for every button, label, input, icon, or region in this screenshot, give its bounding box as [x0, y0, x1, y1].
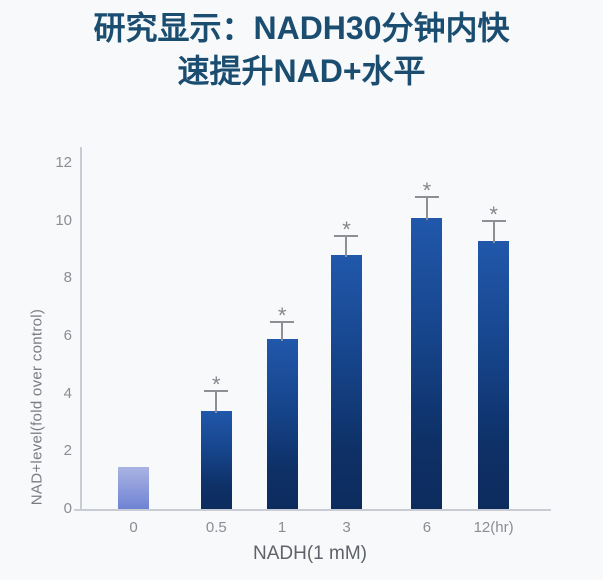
- error-bar-cap: [481, 220, 506, 223]
- error-bar-cap: [270, 321, 295, 324]
- x-axis-label: NADH(1 mM): [253, 543, 367, 564]
- x-tick-label: 6: [422, 519, 432, 536]
- significance-asterisk: *: [212, 372, 221, 398]
- y-tick-label: 6: [63, 327, 72, 344]
- error-bar-stem: [492, 222, 495, 243]
- error-bar-cap: [334, 234, 359, 237]
- y-tick-label: 4: [63, 384, 72, 402]
- y-tick-label: 2: [63, 442, 72, 460]
- chart-title-line2: 速提升NAD+水平: [177, 53, 426, 89]
- error-bar-stem: [425, 197, 428, 220]
- x-tick-label: 1: [277, 519, 287, 536]
- error-bar-cap: [414, 195, 439, 198]
- x-tick-label: 0.5: [205, 519, 227, 536]
- significance-asterisk: *: [422, 177, 432, 203]
- bar-6: [411, 217, 443, 509]
- y-tick-label: 10: [55, 211, 72, 229]
- significance-asterisk: *: [277, 303, 287, 329]
- error-bar-stem: [215, 392, 218, 413]
- y-tick-label: 8: [63, 269, 72, 287]
- error-bar-stem: [281, 323, 284, 341]
- chart-title-line1: 研究显示：NADH30分钟内快: [93, 10, 510, 46]
- error-bar-cap: [204, 390, 229, 393]
- x-tick-label: 0: [129, 519, 138, 536]
- bar-12(hr): [478, 240, 510, 509]
- bar-0.5: [200, 410, 232, 509]
- x-axis-line: [74, 509, 551, 511]
- bar-0: [118, 467, 150, 509]
- significance-asterisk: *: [489, 202, 498, 228]
- bar-3: [330, 255, 362, 509]
- x-tick-label: 12(hr): [473, 519, 514, 536]
- chart-title: 研究显示：NADH30分钟内快 速提升NAD+水平: [0, 7, 603, 93]
- bar-1: [266, 338, 298, 509]
- plot-area: * * * * *: [80, 163, 550, 509]
- y-tick-label: 0: [63, 500, 72, 517]
- y-tick-label: 12: [55, 154, 72, 171]
- y-axis-line: [80, 147, 82, 510]
- significance-asterisk: *: [342, 216, 351, 242]
- x-tick-label: 3: [342, 519, 351, 536]
- error-bar-stem: [345, 236, 348, 258]
